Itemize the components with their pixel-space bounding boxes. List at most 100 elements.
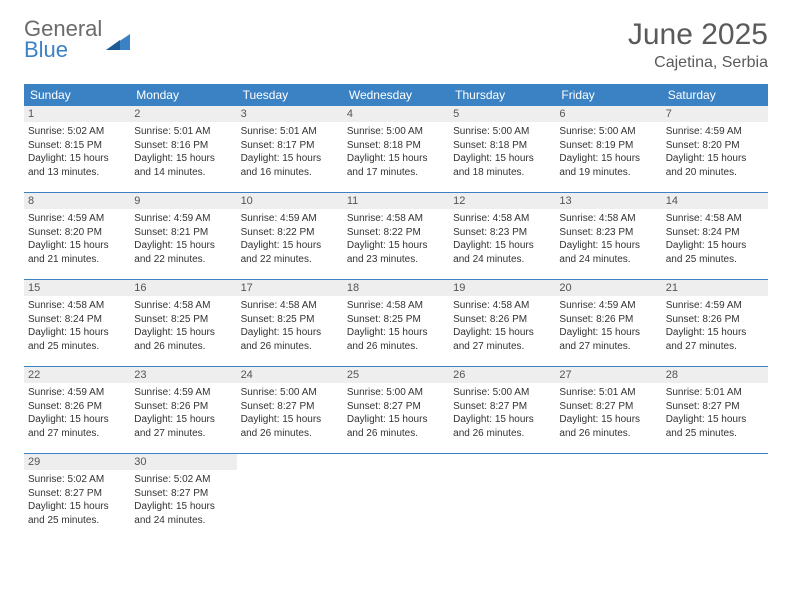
empty-cell — [662, 454, 768, 540]
day-cell: 10Sunrise: 4:59 AMSunset: 8:22 PMDayligh… — [237, 193, 343, 279]
day-number: 1 — [24, 106, 130, 122]
day-info: Sunrise: 5:01 AMSunset: 8:17 PMDaylight:… — [241, 125, 339, 179]
day-number: 5 — [449, 106, 555, 122]
day-info: Sunrise: 4:59 AMSunset: 8:26 PMDaylight:… — [134, 386, 232, 440]
month-title: June 2025 — [628, 18, 768, 52]
day-info: Sunrise: 5:00 AMSunset: 8:18 PMDaylight:… — [453, 125, 551, 179]
day-cell: 12 Sunrise: 4:58 AMSunset: 8:23 PMDayligh… — [449, 193, 555, 279]
weekday-wednesday: Wednesday — [343, 84, 449, 106]
day-cell: 9Sunrise: 4:59 AMSunset: 8:21 PMDaylight… — [130, 193, 236, 279]
weekday-thursday: Thursday — [449, 84, 555, 106]
title-block: June 2025 Cajetina, Serbia — [628, 18, 768, 72]
day-number: 15 — [24, 280, 130, 296]
day-number: 9 — [130, 193, 236, 209]
day-cell: 15 Sunrise: 4:58 AMSunset: 8:24 PMDayligh… — [24, 280, 130, 366]
day-info: Sunrise: 5:01 AMSunset: 8:16 PMDaylight:… — [134, 125, 232, 179]
day-number: 17 — [237, 280, 343, 296]
day-cell: 27 Sunrise: 5:01 AMSunset: 8:27 PMDayligh… — [555, 367, 661, 453]
day-cell: 20 Sunrise: 4:59 AMSunset: 8:26 PMDayligh… — [555, 280, 661, 366]
week-row: 22Sunrise: 4:59 AMSunset: 8:26 PMDayligh… — [24, 367, 768, 454]
day-cell: 6 Sunrise: 5:00 AMSunset: 8:19 PMDaylight… — [555, 106, 661, 192]
day-cell: 5 Sunrise: 5:00 AMSunset: 8:18 PMDaylight… — [449, 106, 555, 192]
day-cell: 17Sunrise: 4:58 AMSunset: 8:25 PMDayligh… — [237, 280, 343, 366]
week-row: 1 Sunrise: 5:02 AMSunset: 8:15 PMDaylight… — [24, 106, 768, 193]
day-cell: 3 Sunrise: 5:01 AMSunset: 8:17 PMDaylight… — [237, 106, 343, 192]
day-cell: 1 Sunrise: 5:02 AMSunset: 8:15 PMDaylight… — [24, 106, 130, 192]
day-number: 2 — [130, 106, 236, 122]
location: Cajetina, Serbia — [628, 54, 768, 72]
day-number: 6 — [555, 106, 661, 122]
day-number: 20 — [555, 280, 661, 296]
day-info: Sunrise: 5:00 AMSunset: 8:27 PMDaylight:… — [347, 386, 445, 440]
day-number: 27 — [555, 367, 661, 383]
logo-triangle-icon — [106, 32, 132, 52]
day-number: 19 — [449, 280, 555, 296]
day-number: 24 — [237, 367, 343, 383]
day-info: Sunrise: 4:58 AMSunset: 8:25 PMDaylight:… — [134, 299, 232, 353]
day-number: 29 — [24, 454, 130, 470]
day-info: Sunrise: 4:58 AMSunset: 8:23 PMDaylight:… — [559, 212, 657, 266]
page: General Blue June 2025 Cajetina, Serbia … — [0, 0, 792, 558]
day-number: 13 — [555, 193, 661, 209]
day-info: Sunrise: 4:59 AMSunset: 8:26 PMDaylight:… — [559, 299, 657, 353]
day-info: Sunrise: 4:58 AMSunset: 8:23 PMDaylight:… — [453, 212, 551, 266]
day-info: Sunrise: 5:00 AMSunset: 8:19 PMDaylight:… — [559, 125, 657, 179]
day-cell: 8 Sunrise: 4:59 AMSunset: 8:20 PMDaylight… — [24, 193, 130, 279]
week-row: 15 Sunrise: 4:58 AMSunset: 8:24 PMDayligh… — [24, 280, 768, 367]
day-info: Sunrise: 4:58 AMSunset: 8:22 PMDaylight:… — [347, 212, 445, 266]
day-number: 16 — [130, 280, 236, 296]
day-info: Sunrise: 4:58 AMSunset: 8:24 PMDaylight:… — [666, 212, 764, 266]
day-number: 3 — [237, 106, 343, 122]
day-number: 21 — [662, 280, 768, 296]
day-number: 10 — [237, 193, 343, 209]
day-cell: 13 Sunrise: 4:58 AMSunset: 8:23 PMDayligh… — [555, 193, 661, 279]
day-number: 12 — [449, 193, 555, 209]
day-cell: 18 Sunrise: 4:58 AMSunset: 8:25 PMDayligh… — [343, 280, 449, 366]
logo-text-block: General Blue — [24, 18, 102, 63]
day-info: Sunrise: 4:58 AMSunset: 8:25 PMDaylight:… — [347, 299, 445, 353]
day-cell: 30 Sunrise: 5:02 AMSunset: 8:27 PMDayligh… — [130, 454, 236, 540]
day-info: Sunrise: 5:00 AMSunset: 8:27 PMDaylight:… — [453, 386, 551, 440]
day-cell: 14Sunrise: 4:58 AMSunset: 8:24 PMDayligh… — [662, 193, 768, 279]
day-cell: 19 Sunrise: 4:58 AMSunset: 8:26 PMDayligh… — [449, 280, 555, 366]
day-info: Sunrise: 5:00 AMSunset: 8:27 PMDaylight:… — [241, 386, 339, 440]
empty-cell — [343, 454, 449, 540]
day-cell: 25 Sunrise: 5:00 AMSunset: 8:27 PMDayligh… — [343, 367, 449, 453]
empty-cell — [555, 454, 661, 540]
weekday-sunday: Sunday — [24, 84, 130, 106]
weekday-monday: Monday — [130, 84, 236, 106]
day-cell: 4Sunrise: 5:00 AMSunset: 8:18 PMDaylight… — [343, 106, 449, 192]
day-info: Sunrise: 5:01 AMSunset: 8:27 PMDaylight:… — [559, 386, 657, 440]
day-info: Sunrise: 4:59 AMSunset: 8:20 PMDaylight:… — [666, 125, 764, 179]
day-info: Sunrise: 4:59 AMSunset: 8:26 PMDaylight:… — [28, 386, 126, 440]
day-info: Sunrise: 5:02 AMSunset: 8:27 PMDaylight:… — [134, 473, 232, 527]
day-info: Sunrise: 4:58 AMSunset: 8:24 PMDaylight:… — [28, 299, 126, 353]
day-cell: 28 Sunrise: 5:01 AMSunset: 8:27 PMDayligh… — [662, 367, 768, 453]
day-cell: 2 Sunrise: 5:01 AMSunset: 8:16 PMDaylight… — [130, 106, 236, 192]
day-number: 4 — [343, 106, 449, 122]
empty-cell — [449, 454, 555, 540]
day-cell: 26 Sunrise: 5:00 AMSunset: 8:27 PMDayligh… — [449, 367, 555, 453]
day-number: 26 — [449, 367, 555, 383]
weekday-tuesday: Tuesday — [237, 84, 343, 106]
day-number: 18 — [343, 280, 449, 296]
week-row: 8 Sunrise: 4:59 AMSunset: 8:20 PMDaylight… — [24, 193, 768, 280]
day-cell: 21Sunrise: 4:59 AMSunset: 8:26 PMDayligh… — [662, 280, 768, 366]
day-info: Sunrise: 5:02 AMSunset: 8:27 PMDaylight:… — [28, 473, 126, 527]
logo: General Blue — [24, 18, 132, 63]
day-number: 8 — [24, 193, 130, 209]
day-info: Sunrise: 5:01 AMSunset: 8:27 PMDaylight:… — [666, 386, 764, 440]
day-number: 25 — [343, 367, 449, 383]
day-number: 23 — [130, 367, 236, 383]
day-cell: 29 Sunrise: 5:02 AMSunset: 8:27 PMDayligh… — [24, 454, 130, 540]
day-info: Sunrise: 4:59 AMSunset: 8:20 PMDaylight:… — [28, 212, 126, 266]
empty-cell — [237, 454, 343, 540]
day-cell: 23 Sunrise: 4:59 AMSunset: 8:26 PMDayligh… — [130, 367, 236, 453]
day-number: 28 — [662, 367, 768, 383]
weekday-header-row: SundayMondayTuesdayWednesdayThursdayFrid… — [24, 84, 768, 106]
weekday-saturday: Saturday — [662, 84, 768, 106]
day-info: Sunrise: 5:02 AMSunset: 8:15 PMDaylight:… — [28, 125, 126, 179]
day-number: 30 — [130, 454, 236, 470]
day-info: Sunrise: 4:58 AMSunset: 8:26 PMDaylight:… — [453, 299, 551, 353]
day-cell: 22Sunrise: 4:59 AMSunset: 8:26 PMDayligh… — [24, 367, 130, 453]
